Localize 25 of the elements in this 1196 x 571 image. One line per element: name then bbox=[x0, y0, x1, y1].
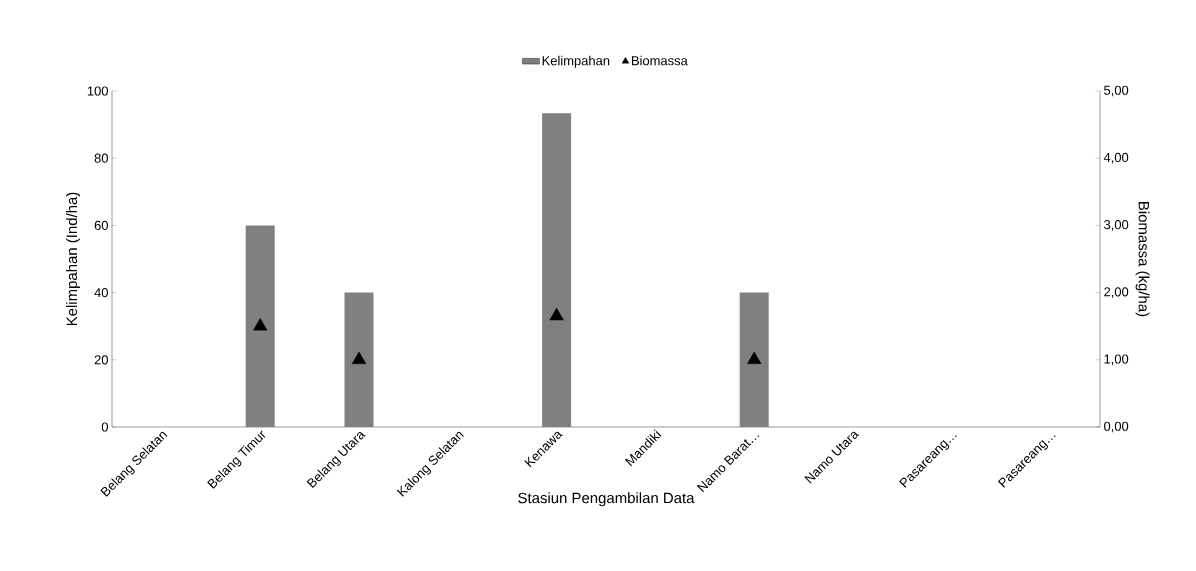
y-tick-label: 20 bbox=[94, 355, 108, 365]
point bbox=[253, 318, 268, 331]
bar bbox=[542, 113, 572, 427]
bar bbox=[344, 292, 374, 427]
point bbox=[549, 307, 564, 321]
y2-tick-label: 3,00 bbox=[1104, 220, 1129, 231]
y2-axis-title: Biomassa (kg/ha) bbox=[1135, 202, 1150, 317]
y-tick-label: 0 bbox=[101, 422, 108, 432]
y-tick-label: 40 bbox=[94, 288, 108, 298]
y-tick-label: 80 bbox=[94, 153, 108, 163]
y2-tick-label: 2,00 bbox=[1104, 287, 1129, 298]
bar bbox=[245, 225, 275, 427]
legend-label: Biomassa bbox=[631, 55, 688, 66]
y-tick-label: 60 bbox=[94, 220, 108, 230]
y-tick-label: 100 bbox=[87, 86, 108, 96]
point bbox=[747, 351, 762, 364]
y2-tick-label: 0,00 bbox=[1104, 421, 1129, 433]
point bbox=[351, 351, 367, 364]
x-axis-title: Stasiun Pengambilan Data bbox=[518, 492, 695, 507]
y-axis-title: Kelimpahan (Ind/ha) bbox=[66, 192, 81, 326]
y2-tick-label: 5,00 bbox=[1104, 85, 1129, 97]
y2-tick-label: 4,00 bbox=[1103, 152, 1129, 164]
y2-tick-label: 1,00 bbox=[1104, 354, 1129, 366]
bar bbox=[739, 292, 769, 427]
legend-label: Kelimpahan bbox=[542, 55, 610, 68]
